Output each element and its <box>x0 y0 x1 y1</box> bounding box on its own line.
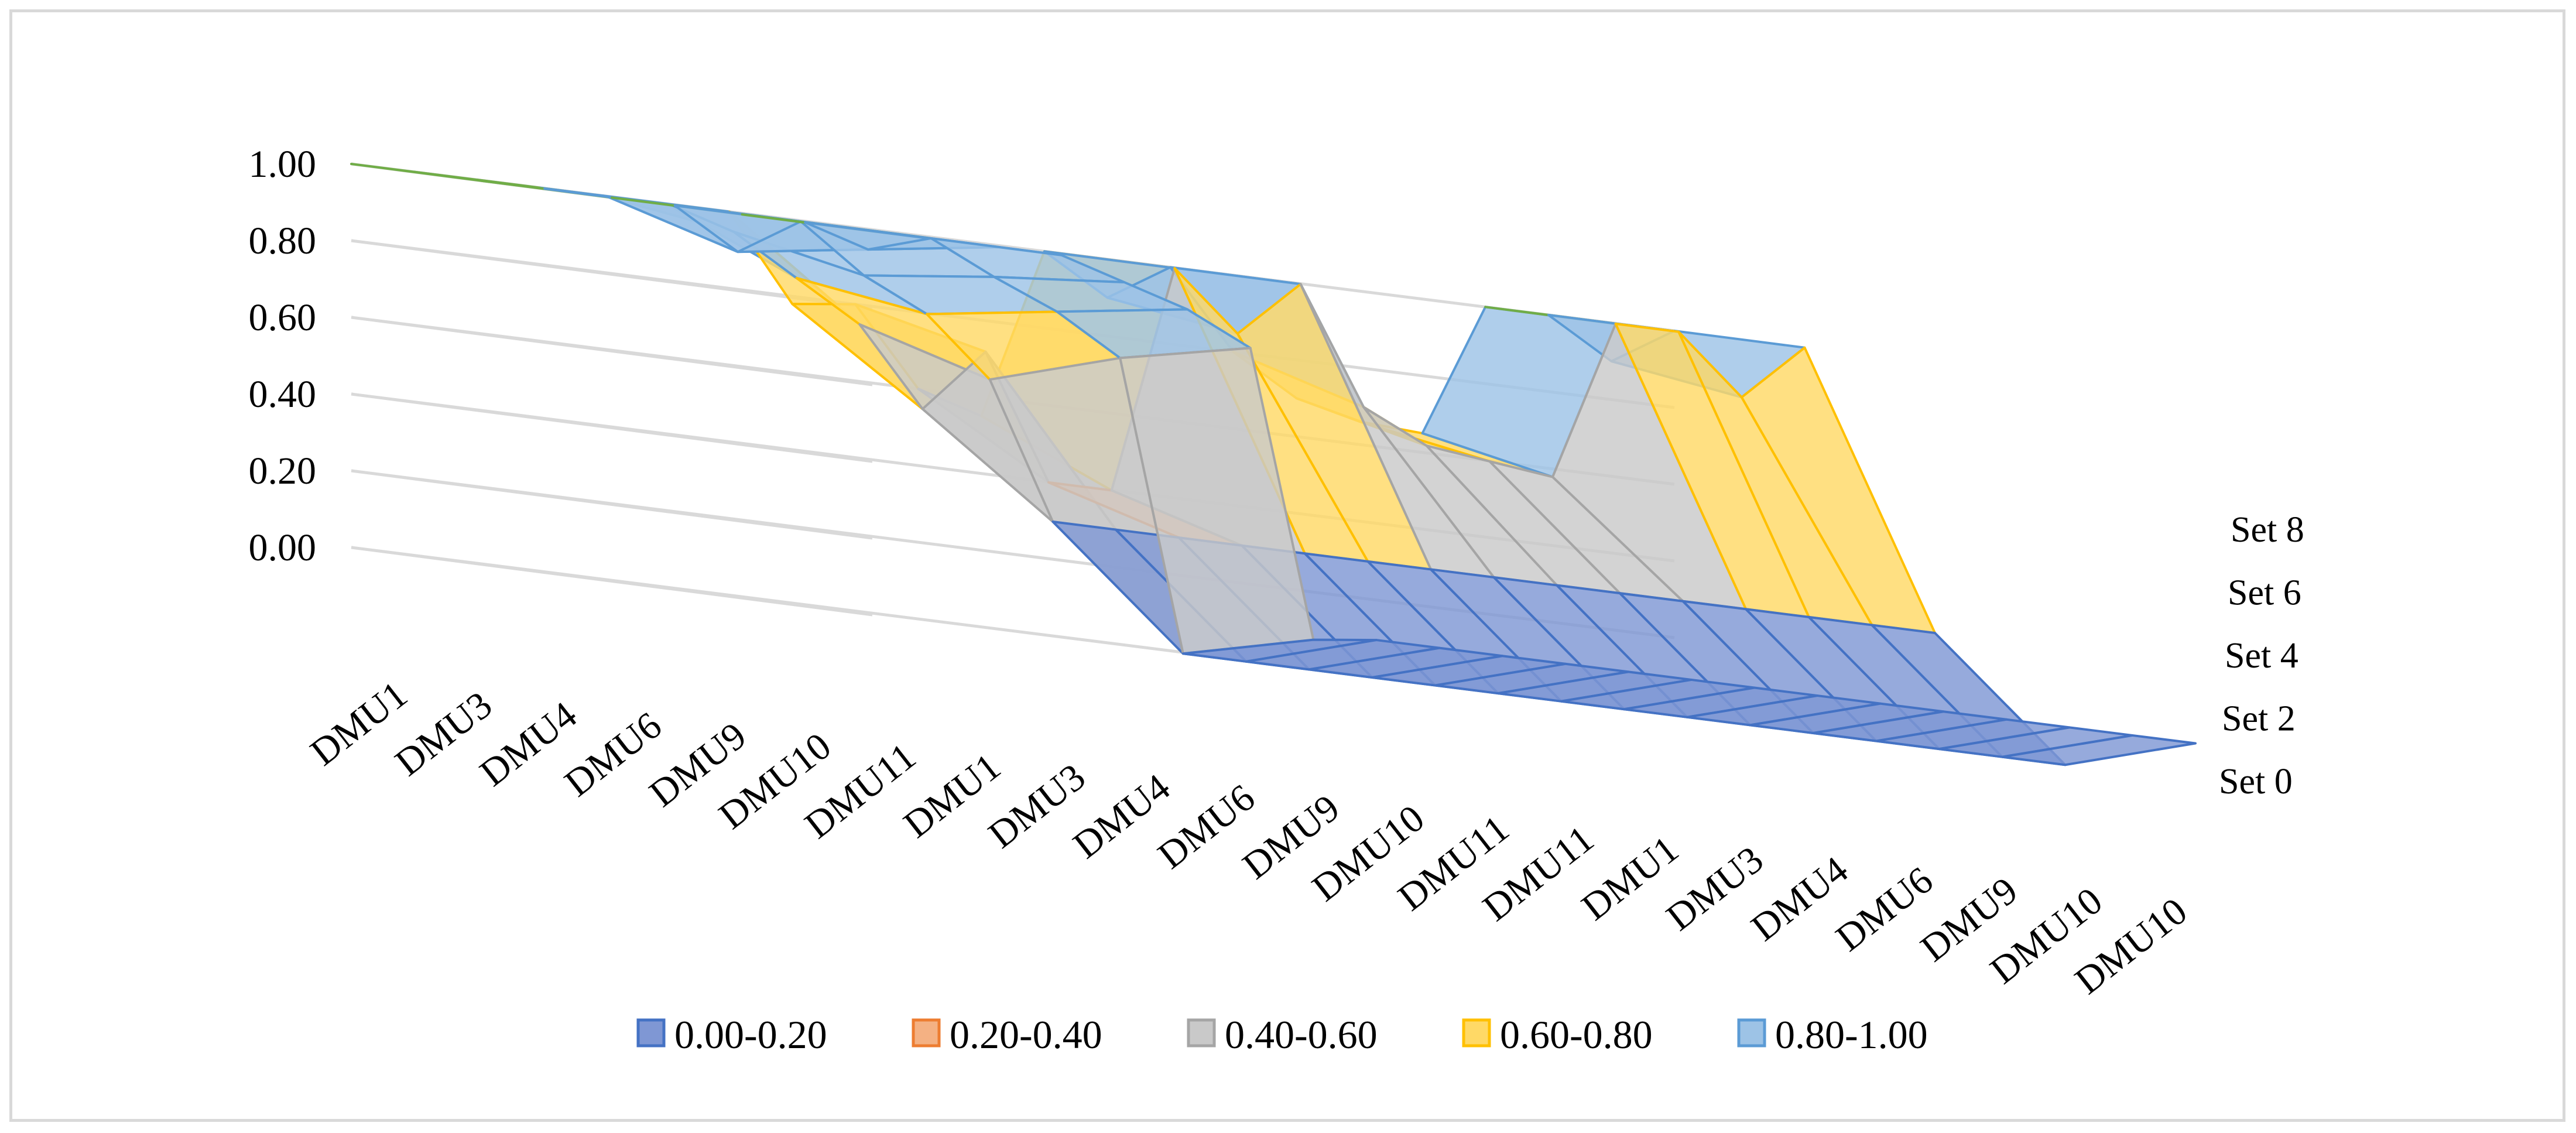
legend-swatch <box>912 1018 941 1048</box>
legend-label: 0.40-0.60 <box>1225 1012 1378 1057</box>
z-tick-label: 1.00 <box>249 143 317 186</box>
z-tick-label: 0.00 <box>249 526 317 569</box>
series-tick-label: Set 6 <box>2228 573 2301 613</box>
series-axis-ticks: Set 0 Set 2 Set 4 Set 6 Set 8 <box>2219 510 2304 802</box>
series-tick-label: Set 4 <box>2225 636 2298 676</box>
legend-label: 0.80-1.00 <box>1775 1012 1928 1057</box>
legend-label: 0.60-0.80 <box>1500 1012 1653 1057</box>
legend-swatch <box>1737 1018 1766 1048</box>
chart-surface <box>350 163 2197 766</box>
surface-patch <box>2000 734 2197 766</box>
z-axis-ticks: 0.00 0.20 0.40 0.60 0.80 1.00 <box>249 143 317 569</box>
z-tick-label: 0.80 <box>249 220 317 262</box>
series-tick-label: Set 8 <box>2231 510 2304 550</box>
legend-swatch <box>1462 1018 1491 1048</box>
legend-swatch <box>1187 1018 1216 1048</box>
legend: 0.00-0.20 0.20-0.40 0.40-0.60 0.60-0.80 0.80… <box>636 1012 1928 1057</box>
legend-swatch <box>636 1018 666 1048</box>
z-tick-label: 0.60 <box>249 296 317 339</box>
series-tick-label: Set 2 <box>2222 699 2296 739</box>
legend-label: 0.20-0.40 <box>950 1012 1102 1057</box>
z-tick-label: 0.20 <box>249 450 317 492</box>
legend-label: 0.00-0.20 <box>674 1012 827 1057</box>
z-tick-label: 0.40 <box>249 373 317 416</box>
series-tick-label: Set 0 <box>2219 762 2293 802</box>
